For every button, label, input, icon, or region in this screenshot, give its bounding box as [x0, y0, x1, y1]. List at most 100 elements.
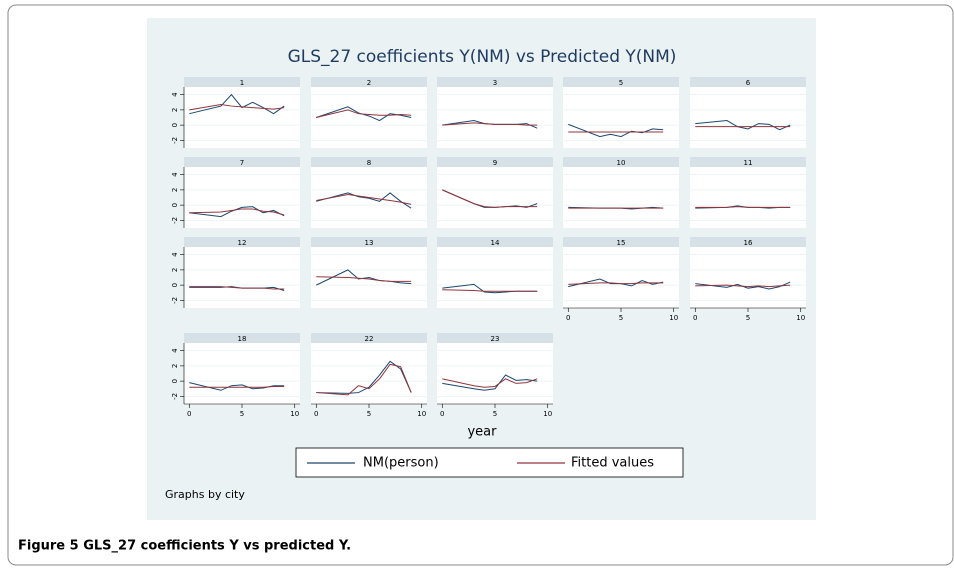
panel-title: 3 [493, 79, 497, 87]
panel-plot [311, 343, 427, 404]
series-line [316, 193, 412, 205]
panel-strip [690, 237, 806, 247]
panel-title: 22 [365, 335, 374, 343]
panel-strip [690, 77, 806, 87]
y-tick-label: -2 [171, 297, 179, 304]
caption: Figure 5 GLS_27 coefficients Y vs predic… [18, 539, 351, 554]
series-line [442, 189, 538, 208]
y-tick-label: 0 [171, 123, 179, 127]
panel-plot [563, 87, 679, 148]
x-tick-label: 5 [240, 410, 244, 418]
chart-title: GLS_27 coefficients Y(NM) vs Predicted Y… [288, 47, 677, 67]
x-tick-label: 5 [746, 314, 750, 322]
series-line [695, 284, 791, 288]
panel-plot [437, 247, 553, 308]
y-tick-label: -2 [171, 137, 179, 144]
panel-strip [184, 77, 300, 87]
panel-title: 7 [240, 159, 244, 167]
series-line [568, 123, 664, 138]
series-line [316, 109, 412, 118]
y-tick-label: 2 [171, 268, 179, 272]
panel-strip [184, 333, 300, 343]
panel-strip [563, 157, 679, 167]
series-line [695, 206, 791, 208]
series-line [442, 289, 538, 292]
x-tick-label: 0 [440, 410, 444, 418]
panel-plot [311, 87, 427, 148]
series-line [316, 276, 412, 282]
y-tick-label: 2 [171, 364, 179, 368]
y-tick-label: 0 [171, 283, 179, 287]
panel-strip [437, 77, 553, 87]
series-line [568, 278, 664, 288]
panel-title: 14 [491, 239, 500, 247]
panel-plot [184, 87, 300, 148]
panel-title: 6 [746, 79, 751, 87]
series-line [189, 206, 285, 218]
panel-plot [563, 167, 679, 228]
legend-label: Fitted values [571, 456, 654, 471]
panel-strip [437, 333, 553, 343]
panel-plot [690, 247, 806, 308]
panel-plot [437, 87, 553, 148]
panel-title: 11 [744, 159, 753, 167]
panel-plot [184, 167, 300, 228]
x-tick-label: 10 [290, 410, 299, 418]
note: Graphs by city [165, 488, 245, 501]
panel-title: 2 [367, 79, 371, 87]
x-tick-label: 0 [187, 410, 191, 418]
series-line [442, 122, 538, 126]
series-line [189, 208, 285, 216]
panel-title: 10 [617, 159, 626, 167]
x-tick-label: 0 [566, 314, 570, 322]
y-tick-label: 4 [171, 252, 179, 257]
y-tick-label: 4 [171, 172, 179, 177]
panel-title: 9 [493, 159, 497, 167]
panel-strip [184, 237, 300, 247]
y-tick-label: 4 [171, 92, 179, 97]
series-line [189, 93, 285, 115]
x-axis-label: year [467, 425, 497, 440]
series-line [189, 104, 285, 111]
y-tick-label: 2 [171, 108, 179, 112]
panel-plot [437, 343, 553, 404]
y-tick-label: -2 [171, 217, 179, 224]
panel-strip [311, 237, 427, 247]
panel-strip [563, 237, 679, 247]
panel-strip [563, 77, 679, 87]
series-line [442, 374, 538, 391]
x-tick-label: 5 [493, 410, 497, 418]
legend-label: NM(person) [363, 456, 439, 471]
panel-plot [184, 247, 300, 308]
panel-title: 12 [238, 239, 247, 247]
panel-plot [184, 343, 300, 404]
series-line [568, 282, 664, 285]
panel-plot [563, 247, 679, 308]
panel-title: 23 [491, 335, 500, 343]
x-tick-label: 10 [417, 410, 426, 418]
panel-strip [437, 237, 553, 247]
legend [295, 447, 684, 478]
panel-plot [437, 167, 553, 228]
panel-strip [690, 157, 806, 167]
x-tick-label: 0 [314, 410, 318, 418]
series-line [442, 378, 538, 388]
x-tick-label: 5 [367, 410, 371, 418]
x-tick-label: 0 [693, 314, 697, 322]
series-line [189, 286, 285, 290]
panel-plot [690, 167, 806, 228]
panel-strip [311, 157, 427, 167]
panel-title: 15 [617, 239, 626, 247]
y-tick-label: 4 [171, 348, 179, 353]
x-tick-label: 10 [543, 410, 552, 418]
y-tick-label: 0 [171, 203, 179, 207]
series-line [316, 363, 412, 396]
series-line [695, 281, 791, 290]
series-line [316, 192, 412, 209]
y-tick-label: 0 [171, 379, 179, 383]
panel-title: 13 [365, 239, 374, 247]
panel-title: 16 [744, 239, 753, 247]
panel-title: 8 [367, 159, 371, 167]
panel-strip [311, 333, 427, 343]
